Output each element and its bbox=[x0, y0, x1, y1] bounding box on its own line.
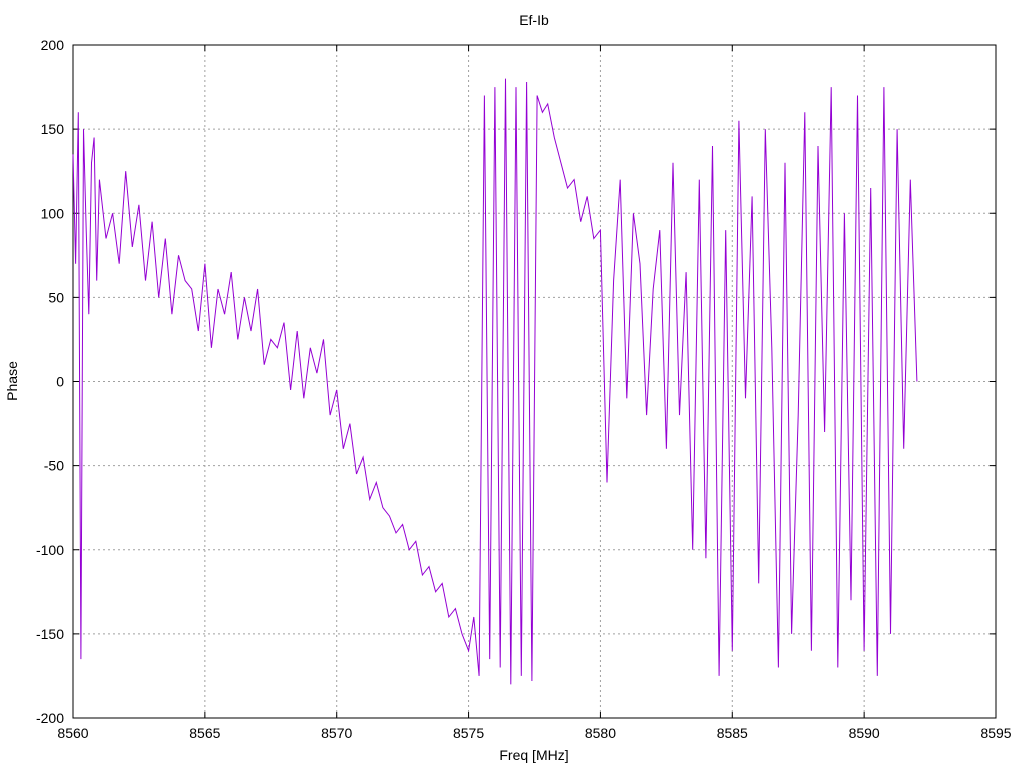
y-tick-label: 200 bbox=[41, 37, 65, 53]
y-tick-label: -50 bbox=[44, 458, 64, 474]
x-tick-label: 8570 bbox=[321, 725, 352, 741]
x-tick-label: 8590 bbox=[849, 725, 880, 741]
y-tick-label: 50 bbox=[48, 289, 64, 305]
x-axis-label: Freq [MHz] bbox=[499, 747, 568, 763]
x-tick-label: 8560 bbox=[57, 725, 88, 741]
y-tick-label: 150 bbox=[41, 121, 65, 137]
y-tick-label: -200 bbox=[36, 710, 64, 726]
x-tick-label: 8565 bbox=[189, 725, 220, 741]
x-tick-label: 8575 bbox=[453, 725, 484, 741]
x-tick-label: 8585 bbox=[717, 725, 748, 741]
x-tick-label: 8595 bbox=[980, 725, 1011, 741]
y-tick-label: -100 bbox=[36, 542, 64, 558]
y-tick-labels: -200 -150 -100 -50 0 50 100 150 200 bbox=[36, 37, 64, 726]
y-axis-label: Phase bbox=[4, 361, 20, 401]
x-tick-labels: 8560 8565 8570 8575 8580 8585 8590 8595 bbox=[57, 725, 1011, 741]
y-tick-label: 0 bbox=[56, 374, 64, 390]
tick-marks bbox=[72, 44, 997, 719]
y-tick-label: 100 bbox=[41, 205, 65, 221]
chart-title: Ef-Ib bbox=[519, 12, 549, 28]
phase-series-line bbox=[72, 78, 918, 685]
x-tick-label: 8580 bbox=[585, 725, 616, 741]
y-tick-label: -150 bbox=[36, 626, 64, 642]
